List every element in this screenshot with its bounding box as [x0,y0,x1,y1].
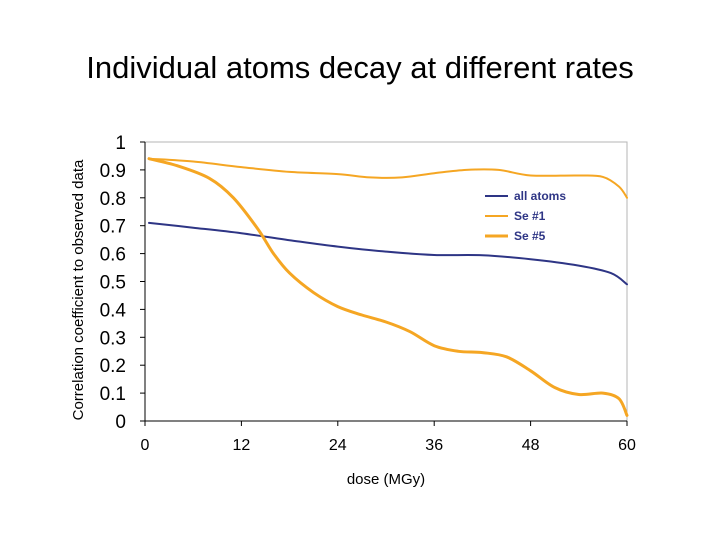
y-tick-label: 0.3 [100,328,126,349]
y-axis-label: Correlation coefficient to observed data [70,159,87,420]
y-tick-label: 0.4 [100,300,127,321]
chart-title: Individual atoms decay at different rate… [86,50,634,85]
legend-label-1: all atoms [514,189,566,203]
series-line-1 [148,221,628,286]
legend: all atoms Se #1 Se #5 [485,189,566,243]
series-line-3 [147,157,629,417]
x-tick-label: 0 [141,437,150,454]
series-lines [147,157,629,417]
legend-label-3: Se #5 [514,229,546,243]
y-tick-label: 0.2 [100,356,126,377]
y-tick-label: 0.5 [100,273,126,294]
y-tick-label: 1 [115,133,126,154]
legend-label-2: Se #1 [514,209,546,223]
y-tick-label: 0.9 [100,161,126,182]
y-tick-label: 0.1 [100,384,126,405]
series-line-2 [148,157,628,199]
axes: 0 0.1 0.2 0.3 0.4 0.5 0.6 0.7 0.8 0.9 1 0 12 24 36 48 60… [70,133,636,488]
x-tick-label: 24 [329,437,347,454]
x-tick-label: 48 [522,437,540,454]
y-tick-label: 0.6 [100,245,126,266]
x-tick-label: 60 [618,437,636,454]
y-tick-label: 0 [115,412,126,433]
y-tick-label: 0.7 [100,217,126,238]
y-tick-label: 0.8 [100,189,126,210]
x-tick-label: 36 [425,437,443,454]
x-tick-label: 12 [233,437,251,454]
x-axis-label: dose (MGy) [347,471,425,488]
